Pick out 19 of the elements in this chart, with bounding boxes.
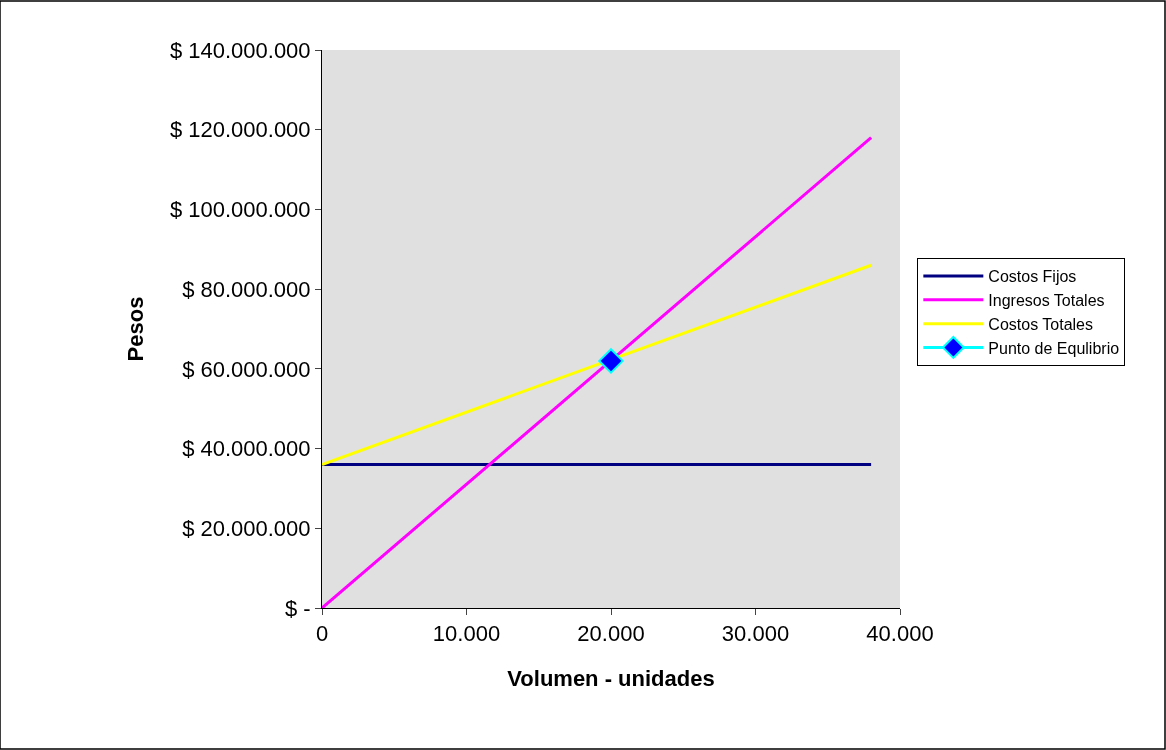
x-tick-label: 10.000: [432, 621, 501, 647]
x-tick-label: 20.000: [577, 621, 645, 647]
legend-label: Punto de Equlibrio: [988, 339, 1120, 357]
y-tick-label: $ 20.000.000: [182, 515, 311, 541]
legend-label: Ingresos Totales: [988, 292, 1105, 310]
y-tick-label: $ 40.000.000: [182, 436, 311, 462]
legend-label: Costos Totales: [988, 315, 1093, 333]
y-tick-label: $ 100.000.000: [169, 197, 311, 223]
x-axis-title: Volumen - unidades: [507, 666, 715, 692]
y-tick-label: $ 80.000.000: [182, 276, 311, 302]
y-axis-title: Pesos: [122, 296, 148, 362]
y-tick-label: $ -: [284, 595, 311, 621]
y-tick-label: $ 140.000.000: [169, 37, 311, 63]
x-tick-label: 0: [315, 621, 329, 647]
y-tick-label: $ 60.000.000: [182, 356, 311, 382]
legend-label: Costos Fijos: [988, 268, 1077, 286]
x-tick-label: 30.000: [721, 621, 790, 647]
x-tick-label: 40.000: [866, 621, 934, 647]
y-tick-label: $ 120.000.000: [169, 117, 311, 143]
